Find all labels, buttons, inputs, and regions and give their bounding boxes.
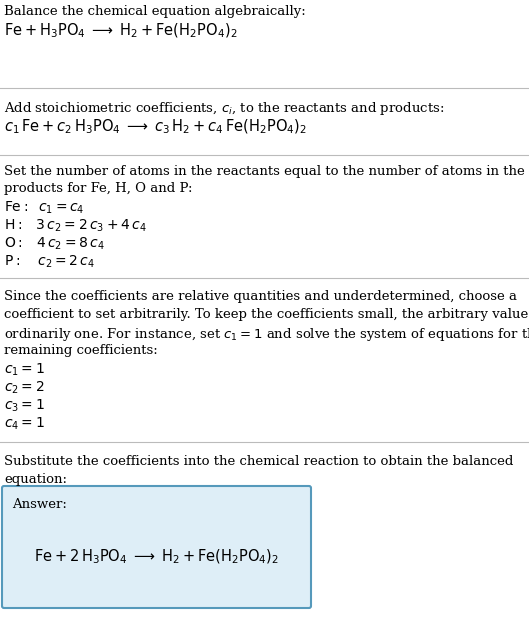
- Text: $c_2 = 2$: $c_2 = 2$: [4, 380, 44, 396]
- Text: equation:: equation:: [4, 473, 67, 486]
- Text: $c_3 = 1$: $c_3 = 1$: [4, 398, 45, 414]
- Text: $\mathrm{Fe} + 2\,\mathrm{H_3PO_4} \;\longrightarrow\; \mathrm{H_2} + \mathrm{Fe: $\mathrm{Fe} + 2\,\mathrm{H_3PO_4} \;\lo…: [34, 548, 279, 566]
- FancyBboxPatch shape: [2, 486, 311, 608]
- Text: $c_1 = 1$: $c_1 = 1$: [4, 362, 45, 379]
- Text: Answer:: Answer:: [12, 498, 67, 511]
- Text: Add stoichiometric coefficients, $c_i$, to the reactants and products:: Add stoichiometric coefficients, $c_i$, …: [4, 100, 444, 117]
- Text: ordinarily one. For instance, set $c_1 = 1$ and solve the system of equations fo: ordinarily one. For instance, set $c_1 =…: [4, 326, 529, 343]
- Text: Balance the chemical equation algebraically:: Balance the chemical equation algebraica…: [4, 5, 306, 18]
- Text: $\mathrm{O:}\;\;\; 4\,c_2 = 8\,c_4$: $\mathrm{O:}\;\;\; 4\,c_2 = 8\,c_4$: [4, 236, 105, 253]
- Text: coefficient to set arbitrarily. To keep the coefficients small, the arbitrary va: coefficient to set arbitrarily. To keep …: [4, 308, 529, 321]
- Text: Substitute the coefficients into the chemical reaction to obtain the balanced: Substitute the coefficients into the che…: [4, 455, 513, 468]
- Text: $c_1\,\mathrm{Fe} + c_2\,\mathrm{H_3PO_4} \;\longrightarrow\; c_3\,\mathrm{H_2} : $c_1\,\mathrm{Fe} + c_2\,\mathrm{H_3PO_4…: [4, 118, 307, 137]
- Text: $\mathrm{Fe + H_3PO_4 \;\longrightarrow\; H_2 + Fe(H_2PO_4)_2}$: $\mathrm{Fe + H_3PO_4 \;\longrightarrow\…: [4, 22, 238, 40]
- Text: products for Fe, H, O and P:: products for Fe, H, O and P:: [4, 182, 193, 195]
- Text: $c_4 = 1$: $c_4 = 1$: [4, 416, 45, 433]
- Text: Set the number of atoms in the reactants equal to the number of atoms in the: Set the number of atoms in the reactants…: [4, 165, 525, 178]
- Text: remaining coefficients:: remaining coefficients:: [4, 344, 158, 357]
- Text: $\mathrm{H:}\;\;\; 3\,c_2 = 2\,c_3 + 4\,c_4$: $\mathrm{H:}\;\;\; 3\,c_2 = 2\,c_3 + 4\,…: [4, 218, 147, 234]
- Text: $\mathrm{Fe:}\;\; c_1 = c_4$: $\mathrm{Fe:}\;\; c_1 = c_4$: [4, 200, 85, 216]
- Text: Since the coefficients are relative quantities and underdetermined, choose a: Since the coefficients are relative quan…: [4, 290, 517, 303]
- Text: $\mathrm{P:}\;\;\;\; c_2 = 2\,c_4$: $\mathrm{P:}\;\;\;\; c_2 = 2\,c_4$: [4, 254, 95, 270]
